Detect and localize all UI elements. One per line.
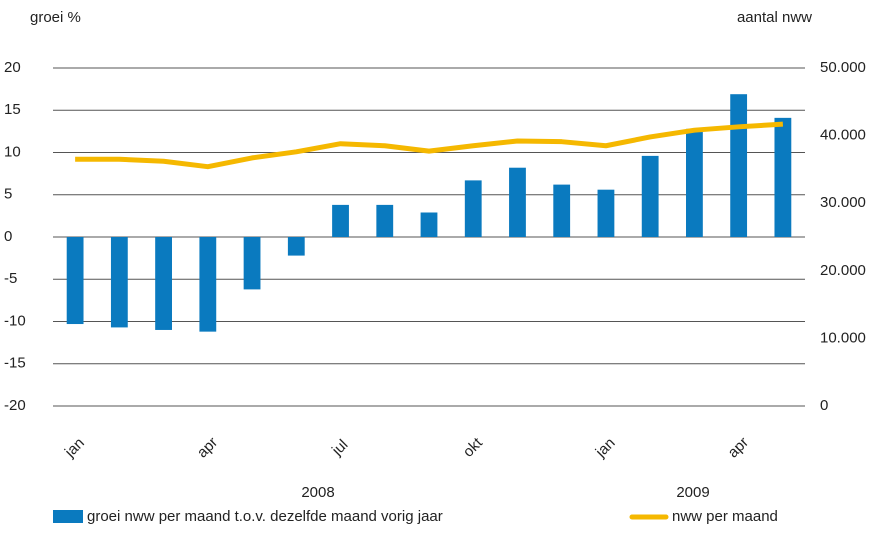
bar	[464, 180, 482, 237]
bar	[641, 155, 659, 237]
bar	[287, 237, 305, 256]
bar	[686, 128, 703, 237]
y-tick-label: 10	[4, 143, 21, 160]
y-tick-label: 5	[4, 186, 12, 203]
legend-label: nww per maand	[672, 508, 778, 525]
y-tick-label: 20	[4, 59, 21, 76]
y2-tick-label: 50.000	[820, 59, 866, 76]
y-tick-label: 0	[4, 228, 12, 245]
year-label: 2008	[301, 484, 334, 501]
bar	[376, 204, 394, 237]
y2-tick-label: 20.000	[820, 262, 866, 279]
bar	[553, 184, 571, 237]
y2-tick-label: 10.000	[820, 329, 866, 346]
bar	[110, 237, 128, 328]
bar	[420, 212, 438, 237]
y-tick-label: -15	[4, 355, 26, 372]
bar	[509, 167, 526, 237]
year-label: 2009	[676, 484, 709, 501]
x-tick-label: apr	[194, 434, 221, 461]
bar	[199, 237, 217, 332]
bar	[730, 94, 748, 237]
x-tick-label: apr	[725, 434, 752, 461]
y-tick-label: 15	[4, 101, 21, 118]
x-tick-label: jul	[328, 436, 351, 459]
y-tick-label: -20	[4, 397, 26, 414]
y2-tick-label: 0	[820, 397, 828, 414]
y-tick-label: -10	[4, 312, 26, 329]
x-tick-label: okt	[460, 434, 487, 461]
legend-label: groei nww per maand t.o.v. dezelfde maan…	[87, 508, 443, 525]
bar	[243, 237, 261, 290]
bar	[774, 117, 792, 237]
x-tick-label: jan	[592, 435, 619, 462]
legend-swatch	[53, 510, 83, 523]
line	[75, 121, 784, 170]
y-tick-label: -5	[4, 270, 17, 287]
bar	[597, 189, 615, 237]
bar	[155, 237, 172, 330]
y2-tick-label: 30.000	[820, 194, 866, 211]
y2-axis-label: aantal nww	[737, 9, 812, 26]
y-axis-label: groei %	[30, 9, 81, 26]
x-tick-label: jan	[61, 435, 88, 462]
y2-tick-label: 40.000	[820, 127, 866, 144]
bar	[332, 204, 349, 237]
bar	[66, 237, 84, 325]
